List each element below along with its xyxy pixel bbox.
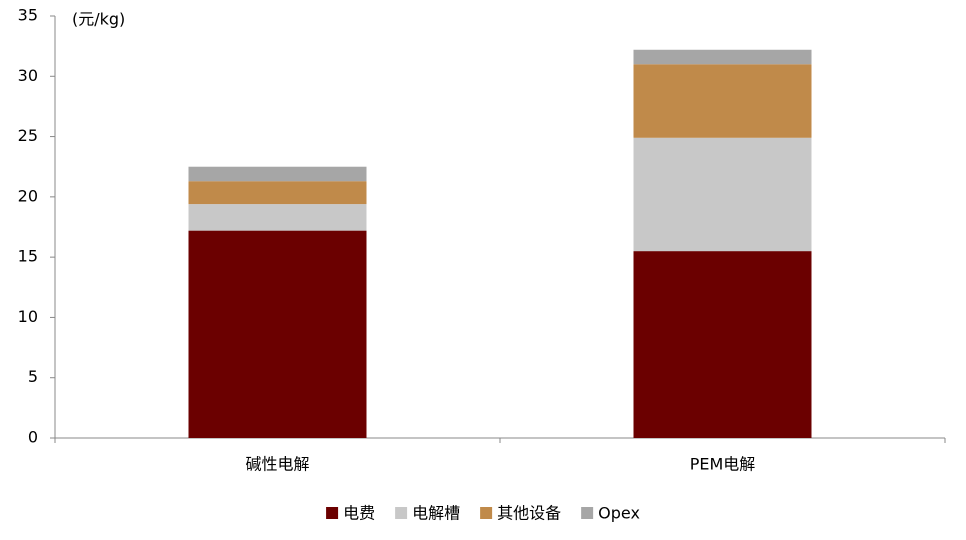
- legend-label: 其他设备: [497, 504, 561, 523]
- bar-segment: [188, 230, 367, 438]
- y-tick-label: 20: [18, 186, 38, 205]
- y-tick-label: 35: [18, 6, 38, 25]
- legend-swatch: [326, 507, 339, 519]
- legend-swatch: [395, 507, 408, 519]
- bar-segment: [188, 181, 367, 205]
- legend-swatch: [480, 507, 493, 519]
- x-tick-label: 碱性电解: [245, 455, 309, 474]
- bar-segment: [633, 251, 812, 438]
- y-tick-label: 15: [18, 247, 38, 266]
- y-tick-label: 30: [18, 66, 38, 85]
- legend-label: 电费: [343, 504, 375, 523]
- bar-segment: [633, 49, 812, 65]
- bar-segment: [633, 137, 812, 252]
- bar-segment: [188, 166, 367, 182]
- bar-segment: [633, 64, 812, 138]
- y-tick-label: 0: [28, 428, 38, 447]
- x-tick-label: PEM电解: [690, 455, 756, 474]
- legend-label: 电解槽: [412, 504, 460, 523]
- bar-segment: [188, 204, 367, 231]
- y-tick-label: 5: [28, 367, 38, 386]
- y-tick-label: 10: [18, 307, 38, 326]
- y-axis-label: (元/kg): [72, 10, 125, 29]
- legend-label: Opex: [598, 504, 640, 523]
- y-tick-label: 25: [18, 126, 38, 145]
- legend-swatch: [581, 507, 594, 519]
